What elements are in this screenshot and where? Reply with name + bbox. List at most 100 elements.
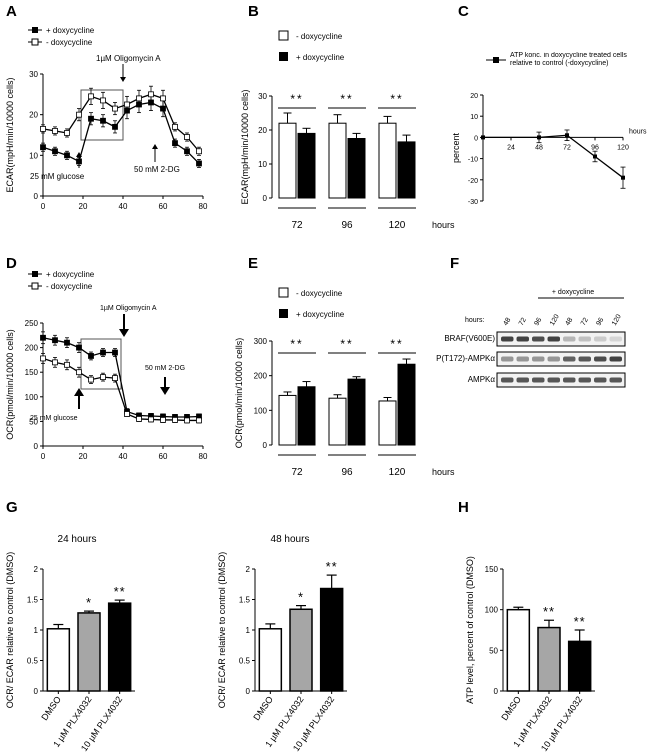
a-point — [148, 91, 154, 98]
chart-g2: 0 0.5 1 1.5 2 OCR/ ECAR relative to control (… — [217, 552, 347, 753]
h-y-tick-label: 0 — [494, 687, 499, 696]
blot-lane-label: 48 — [564, 317, 574, 327]
a-x-tick-label: 40 — [119, 202, 128, 211]
blot-band — [516, 336, 529, 342]
g2-y-tick-label: 0.5 — [239, 657, 251, 666]
panel-label-f: F — [450, 255, 459, 272]
blot-band — [547, 377, 560, 383]
b-bar — [297, 132, 316, 199]
legend-b-swatch-minus — [278, 30, 289, 41]
a-point — [88, 115, 94, 122]
d-x-tick-label: 80 — [199, 452, 208, 461]
panel-label-h: H — [458, 499, 469, 516]
blot-band — [532, 356, 545, 362]
c-x-unit: hours — [629, 128, 647, 135]
a-x-tick-label: 60 — [159, 202, 168, 211]
c-series-line — [483, 134, 624, 179]
a-point — [196, 148, 202, 155]
g2-sig-label: ** — [326, 559, 338, 574]
e-bar — [297, 386, 316, 446]
g1-y-tick-label: 1.5 — [27, 596, 39, 605]
legend-c: ATP konc. in doxycycline treated cells r… — [486, 52, 627, 67]
blot-band — [563, 356, 576, 362]
g2-y-tick-label: 0 — [246, 687, 251, 696]
g1-title: 24 hours — [58, 534, 97, 545]
g2-y-label: OCR/ ECAR relative to control (DMSO) — [217, 552, 227, 709]
d-point — [160, 417, 166, 423]
a-point — [184, 148, 190, 155]
d-y-tick-label: 250 — [25, 319, 39, 328]
d-point — [40, 355, 46, 362]
panel-label-d: D — [6, 255, 17, 272]
blot-strip — [496, 331, 626, 347]
blot-band — [516, 356, 529, 362]
a-point — [40, 126, 46, 132]
a-point — [184, 134, 190, 140]
blot-band — [563, 336, 576, 342]
d-x-tick-label: 60 — [159, 452, 168, 461]
e-bar — [278, 394, 297, 446]
b-category-label: 120 — [389, 220, 406, 231]
a-point — [136, 95, 142, 102]
c-point — [621, 175, 625, 180]
d-x-tick-label: 0 — [41, 452, 46, 461]
e-category-label: 72 — [291, 467, 303, 478]
b-bar — [278, 122, 297, 199]
blot-band — [501, 336, 514, 342]
blot-strip — [496, 351, 626, 367]
c-x-tick-label: 96 — [591, 144, 599, 151]
panel-label-e: E — [248, 255, 258, 272]
g1-sig-label: ** — [114, 584, 126, 599]
chart-c: 20 10 0 -10 -20 -30 percent 24 48 72 96 120 hours — [451, 93, 647, 206]
legend-b-swatch-plus — [279, 52, 288, 61]
a-point — [40, 144, 46, 151]
c-point — [565, 133, 569, 138]
e-bar — [378, 400, 397, 446]
legend-d: + doxycycline - doxycycline — [28, 270, 95, 291]
chart-g1: 0 0.5 1 1.5 2 OCR/ ECAR relative to control (… — [5, 552, 135, 753]
blot-band — [609, 356, 622, 362]
b-y-tick-label: 30 — [258, 92, 267, 101]
d-point — [52, 337, 58, 344]
legend-b: - doxycycline + doxycycline — [278, 30, 345, 62]
b-sig-label: ** — [340, 92, 353, 106]
a-point — [52, 148, 58, 155]
d-point — [40, 334, 46, 341]
g1-y-label: OCR/ ECAR relative to control (DMSO) — [5, 552, 15, 709]
d-point — [136, 416, 142, 422]
d-point — [112, 375, 118, 382]
a-y-tick-label: 10 — [29, 151, 38, 160]
b-sig-label: ** — [390, 92, 403, 106]
e-x-unit: hours — [432, 467, 455, 477]
d-point — [76, 344, 82, 351]
b-bar — [347, 138, 366, 199]
h-sig-label: ** — [574, 614, 586, 629]
c-y-tick-label: 0 — [474, 135, 478, 142]
g1-y-tick-label: 1 — [34, 626, 39, 635]
blot-lane-label: 48 — [502, 317, 512, 327]
blot-band — [609, 377, 622, 383]
chart-e: 0 100 200 300 OCR(pmol/min/10000 cells) 72 ** 9… — [234, 337, 455, 478]
blot-row-label: P(T172)-AMPKα — [436, 354, 495, 363]
legend-c-text: ATP konc. in doxycycline treated cells r… — [510, 52, 627, 67]
b-y-tick-label: 0 — [263, 194, 268, 203]
blot-band — [532, 336, 545, 342]
panel-label-g: G — [6, 499, 18, 516]
a-y-tick-label: 30 — [29, 70, 38, 79]
blot-lane-label: 96 — [533, 317, 543, 327]
c-x-tick-label: 120 — [617, 144, 629, 151]
d-point — [88, 376, 94, 383]
h-bar — [537, 626, 561, 692]
d-point — [148, 416, 154, 423]
d-point — [64, 339, 70, 346]
d-point — [172, 417, 178, 423]
b-category-label: 96 — [341, 220, 353, 231]
e-y-label: OCR(pmol/min/10000 cells) — [234, 338, 244, 449]
b-sig-label: ** — [290, 92, 303, 106]
blot-lane-label: 120 — [611, 313, 623, 327]
a-point — [112, 105, 118, 112]
legend-marker-open — [31, 38, 39, 46]
a-series-line-2 — [42, 93, 200, 152]
